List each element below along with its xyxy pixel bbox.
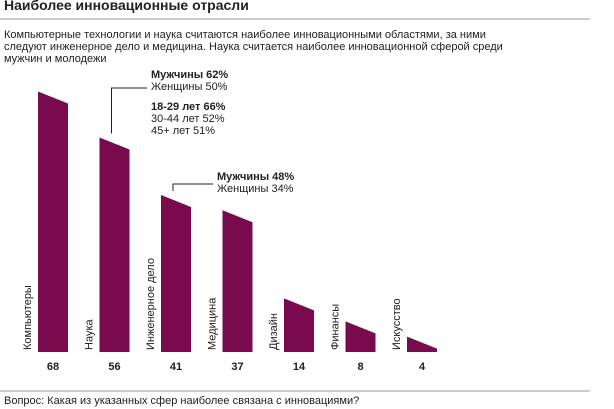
category-label: Медицина (207, 297, 219, 350)
value-label: 68 (47, 361, 59, 373)
annotation: 30-44 лет 52% (151, 113, 225, 125)
annotation: 45+ лет 51% (151, 125, 215, 137)
annotation: Женщины 34% (217, 183, 294, 195)
category-label: Инженерное дело (145, 258, 157, 350)
value-label: 37 (231, 361, 243, 373)
value-label: 14 (293, 361, 306, 373)
bar (284, 298, 314, 352)
annotation: Женщины 50% (151, 81, 228, 93)
subtitle: Компьютерные технологии и наука считаютс… (4, 29, 486, 41)
bar (161, 194, 191, 352)
bar (345, 321, 376, 352)
category-label: Компьютеры (22, 285, 34, 350)
annotation: 18-29 лет 66% (151, 101, 226, 113)
callout-line (111, 87, 147, 134)
footnote: Вопрос: Какая из указанных сфер наиболее… (4, 395, 359, 407)
bar (38, 91, 68, 352)
bar (407, 336, 437, 352)
bar (99, 137, 130, 352)
category-label: Наука (84, 319, 96, 350)
bar (222, 210, 253, 352)
chart-title: Наиболее инновационные отрасли (4, 0, 249, 13)
subtitle: мужчин и молодежи (4, 53, 107, 65)
category-label: Искусство (391, 298, 403, 350)
value-label: 56 (108, 361, 120, 373)
value-label: 8 (357, 361, 363, 373)
callout-line (172, 183, 213, 191)
value-label: 41 (170, 361, 182, 373)
category-label: Финансы (330, 304, 342, 350)
category-label: Дизайн (268, 313, 280, 350)
annotation: Мужчины 48% (217, 171, 294, 183)
subtitle: следуют инженерное дело и медицина. Наук… (4, 41, 503, 53)
annotation: Мужчины 62% (151, 69, 228, 81)
value-label: 4 (419, 361, 426, 373)
